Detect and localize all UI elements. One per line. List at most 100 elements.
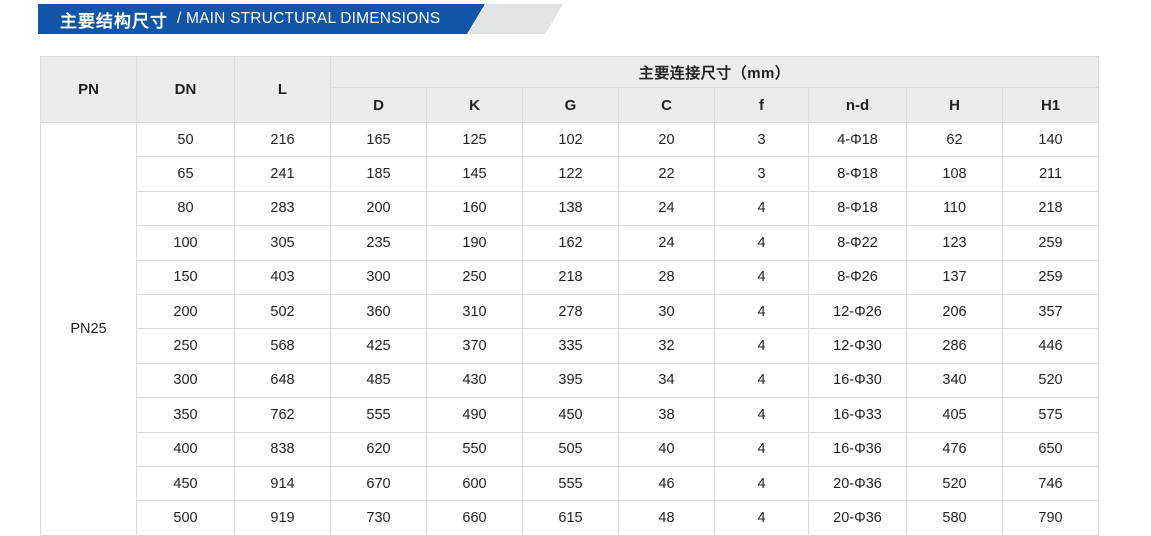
cell-f: 3: [714, 156, 809, 192]
cell-k: 160: [426, 190, 523, 227]
cell-k: 550: [426, 431, 523, 467]
banner-tail-decoration: [468, 4, 563, 34]
table-header: PN DN L 主要连接尺寸（mm） D K G C f n-d H H1: [40, 56, 1100, 123]
table-row: 350 762 555 490 450 38 4 16-Φ33 405 575: [41, 397, 1100, 433]
cell-h1: 140: [1001, 121, 1100, 158]
cell-f: 4: [714, 397, 809, 433]
cell-g: 505: [522, 431, 619, 467]
cell-c: 22: [618, 156, 715, 192]
cell-l: 216: [234, 121, 331, 158]
cell-nd: 12-Φ30: [808, 328, 907, 364]
table-row: PN25 50 216 165 125 102 20 3 4-Φ18 62 140: [40, 121, 1100, 536]
cell-h1: 357: [1001, 293, 1100, 330]
cell-k: 660: [426, 500, 523, 536]
table-row: 300 648 485 430 395 34 4 16-Φ30 340 520: [41, 362, 1100, 399]
cell-c: 40: [618, 431, 715, 467]
cell-h: 340: [906, 362, 1003, 399]
header-row-sub: D K G C f n-d H H1: [41, 87, 1100, 123]
cell-g: 162: [522, 225, 619, 261]
cell-dn: 50: [136, 121, 235, 158]
cell-d: 360: [330, 293, 427, 330]
cell-h: 110: [906, 190, 1003, 227]
cell-d: 425: [330, 328, 427, 364]
cell-h: 206: [906, 293, 1003, 330]
cell-dn: 150: [136, 259, 235, 295]
structural-dimensions-table: PN DN L 主要连接尺寸（mm） D K G C f n-d H H1 PN…: [40, 56, 1100, 536]
cell-h1: 790: [1001, 500, 1100, 536]
cell-g: 102: [522, 121, 619, 158]
cell-k: 125: [426, 121, 523, 158]
cell-f: 4: [714, 225, 809, 261]
cell-g: 450: [522, 397, 619, 433]
cell-g: 278: [522, 293, 619, 330]
cell-f: 4: [714, 431, 809, 467]
cell-h1: 446: [1001, 328, 1100, 364]
cell-dn: 65: [136, 156, 235, 192]
cell-g: 395: [522, 362, 619, 399]
cell-d: 670: [330, 465, 427, 502]
cell-g: 138: [522, 190, 619, 227]
cell-d: 235: [330, 225, 427, 261]
cell-k: 310: [426, 293, 523, 330]
column-header-c: C: [618, 87, 715, 123]
cell-k: 600: [426, 465, 523, 502]
cell-h: 137: [906, 259, 1003, 295]
cell-c: 20: [618, 121, 715, 158]
cell-nd: 16-Φ30: [808, 362, 907, 399]
cell-c: 46: [618, 465, 715, 502]
cell-dn: 100: [136, 225, 235, 261]
column-header-pn: PN: [40, 56, 137, 123]
column-header-nd: n-d: [808, 87, 907, 123]
cell-l: 502: [234, 293, 331, 330]
cell-c: 38: [618, 397, 715, 433]
cell-h1: 746: [1001, 465, 1100, 502]
table-row: 65 241 185 145 122 22 3 8-Φ18 108 211: [41, 156, 1100, 192]
cell-l: 283: [234, 190, 331, 227]
table-row: 450 914 670 600 555 46 4 20-Φ36 520 746: [41, 465, 1100, 502]
cell-d: 730: [330, 500, 427, 536]
cell-d: 620: [330, 431, 427, 467]
cell-d: 200: [330, 190, 427, 227]
cell-h: 580: [906, 500, 1003, 536]
cell-h1: 259: [1001, 259, 1100, 295]
table-row: 250 568 425 370 335 32 4 12-Φ30 286 446: [41, 328, 1100, 364]
cell-dn: 500: [136, 500, 235, 536]
cell-k: 145: [426, 156, 523, 192]
table-row: 200 502 360 310 278 30 4 12-Φ26 206 357: [41, 293, 1100, 330]
cell-d: 300: [330, 259, 427, 295]
cell-h: 520: [906, 465, 1003, 502]
cell-l: 305: [234, 225, 331, 261]
cell-g: 122: [522, 156, 619, 192]
cell-l: 568: [234, 328, 331, 364]
cell-f: 4: [714, 259, 809, 295]
cell-g: 555: [522, 465, 619, 502]
cell-l: 914: [234, 465, 331, 502]
cell-nd: 8-Φ18: [808, 156, 907, 192]
cell-h: 476: [906, 431, 1003, 467]
table-row: 150 403 300 250 218 28 4 8-Φ26 137 259: [41, 259, 1100, 295]
cell-k: 190: [426, 225, 523, 261]
cell-h1: 211: [1001, 156, 1100, 192]
cell-nd: 8-Φ22: [808, 225, 907, 261]
cell-dn: 200: [136, 293, 235, 330]
cell-d: 185: [330, 156, 427, 192]
cell-l: 241: [234, 156, 331, 192]
cell-dn: 450: [136, 465, 235, 502]
cell-dn: 80: [136, 190, 235, 227]
column-header-k: K: [426, 87, 523, 123]
cell-l: 648: [234, 362, 331, 399]
cell-c: 28: [618, 259, 715, 295]
column-header-dn: DN: [136, 56, 235, 123]
spec-table-container: PN DN L 主要连接尺寸（mm） D K G C f n-d H H1 PN…: [40, 56, 1100, 536]
cell-h1: 218: [1001, 190, 1100, 227]
column-header-h1: H1: [1001, 87, 1100, 123]
cell-h1: 520: [1001, 362, 1100, 399]
cell-f: 4: [714, 293, 809, 330]
cell-h1: 575: [1001, 397, 1100, 433]
cell-g: 218: [522, 259, 619, 295]
cell-c: 32: [618, 328, 715, 364]
section-banner: 主要结构尺寸 / MAIN STRUCTURAL DIMENSIONS: [38, 4, 528, 34]
cell-h1: 650: [1001, 431, 1100, 467]
cell-f: 4: [714, 362, 809, 399]
cell-l: 919: [234, 500, 331, 536]
